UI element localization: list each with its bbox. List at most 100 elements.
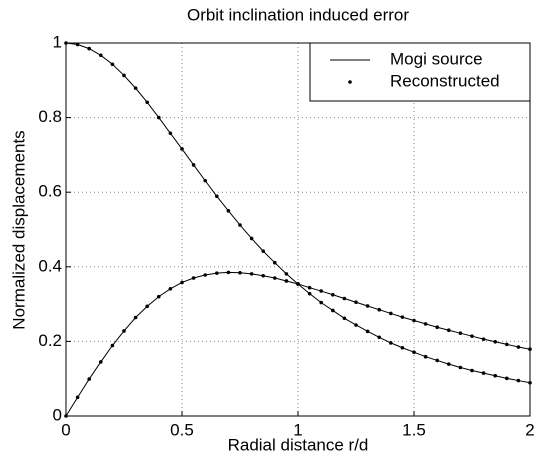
data-point: [331, 308, 335, 313]
data-point: [99, 360, 103, 364]
data-point: [145, 304, 149, 309]
legend-box: [309, 42, 531, 102]
x-tick-label: 0: [61, 420, 70, 439]
data-point: [261, 249, 266, 253]
data-point: [389, 311, 393, 316]
data-point: [400, 345, 405, 350]
data-point: [203, 178, 207, 183]
data-point: [307, 291, 312, 296]
data-point: [447, 328, 451, 333]
y-axis-label: Normalized displacements: [9, 130, 28, 329]
data-point: [75, 42, 80, 47]
legend-marker: [348, 80, 352, 84]
data-point: [203, 273, 207, 277]
data-point: [354, 300, 358, 305]
data-point: [157, 294, 161, 299]
y-tick-label: 0.6: [38, 182, 62, 201]
data-point: [412, 350, 416, 355]
data-point: [423, 322, 428, 326]
data-point: [191, 276, 196, 280]
data-point: [180, 280, 184, 285]
data-point: [249, 236, 254, 241]
data-point: [435, 325, 440, 330]
y-tick-label: 0: [53, 405, 62, 424]
data-point: [377, 307, 382, 312]
data-point: [168, 287, 173, 291]
data-point: [87, 377, 91, 381]
x-tick-label: 1: [293, 420, 302, 439]
data-point: [470, 334, 474, 338]
chart-title: Orbit inclination induced error: [187, 5, 409, 24]
data-point: [145, 100, 149, 105]
data-point: [238, 223, 242, 227]
data-point: [493, 339, 498, 344]
y-tick-label: 0.2: [38, 331, 62, 350]
legend-label: Reconstructed: [390, 71, 500, 90]
data-point: [284, 272, 289, 276]
data-point: [505, 342, 509, 347]
data-point: [168, 131, 173, 136]
data-point: [122, 73, 126, 78]
data-point: [435, 358, 440, 363]
data-point: [528, 347, 532, 352]
data-point: [528, 381, 532, 385]
data-point: [331, 292, 335, 297]
data-point: [261, 273, 266, 278]
x-tick-label: 1.5: [402, 420, 426, 439]
data-point: [342, 296, 347, 301]
data-point: [215, 271, 219, 275]
data-point: [273, 260, 277, 265]
data-point: [64, 41, 68, 45]
data-point: [180, 147, 184, 151]
data-point: [122, 329, 126, 333]
data-point: [87, 46, 91, 51]
data-point: [110, 62, 115, 67]
x-axis-label: Radial distance r/d: [228, 435, 369, 454]
data-point: [319, 300, 324, 305]
data-point: [215, 194, 219, 199]
data-point: [273, 276, 277, 280]
data-point: [342, 316, 347, 321]
data-point: [516, 345, 521, 349]
data-point: [296, 282, 300, 286]
data-point: [99, 53, 103, 58]
data-point: [481, 337, 486, 341]
data-point: [226, 209, 231, 213]
data-point: [226, 270, 231, 275]
data-point: [110, 343, 115, 348]
data-point: [505, 376, 509, 381]
data-point: [493, 373, 498, 378]
data-point: [238, 270, 242, 275]
data-point: [458, 365, 463, 370]
data-point: [458, 331, 463, 335]
data-point: [133, 315, 138, 320]
data-point: [157, 115, 161, 120]
data-point: [389, 341, 393, 345]
data-point: [412, 318, 416, 323]
data-point: [64, 414, 68, 418]
data-point: [470, 368, 474, 373]
data-point: [365, 304, 370, 308]
data-point: [481, 371, 486, 375]
x-tick-label: 2: [525, 420, 534, 439]
data-point: [133, 86, 138, 90]
data-point: [365, 329, 370, 334]
y-tick-label: 0.8: [38, 107, 62, 126]
legend-label: Mogi source: [390, 49, 483, 68]
data-point: [354, 323, 358, 327]
data-point: [249, 272, 254, 276]
plot-frame: [65, 42, 531, 417]
data-point: [307, 285, 312, 290]
plot-area: [66, 43, 530, 416]
data-point: [377, 335, 382, 340]
x-tick-label: 0.5: [170, 420, 194, 439]
data-point: [191, 163, 196, 167]
data-point: [400, 315, 405, 319]
data-point: [284, 279, 289, 283]
data-point: [75, 395, 80, 400]
data-point: [319, 289, 324, 293]
y-tick-label: 1: [53, 32, 62, 51]
data-point: [423, 354, 428, 359]
data-point: [447, 362, 451, 366]
